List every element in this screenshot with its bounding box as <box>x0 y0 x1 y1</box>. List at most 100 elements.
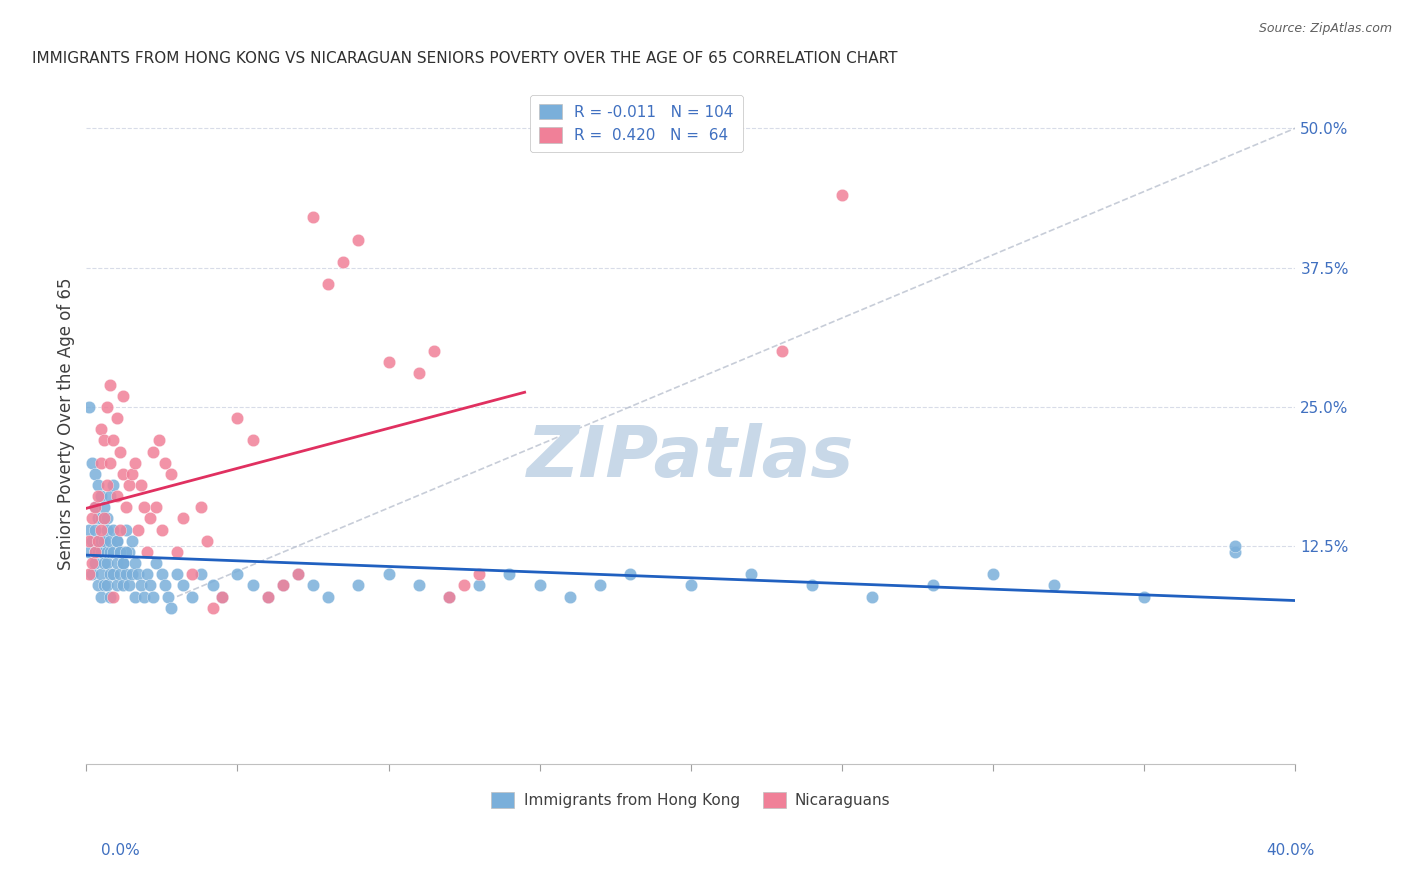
Point <box>181 567 204 582</box>
Point <box>103 545 125 559</box>
Text: 0.0%: 0.0% <box>101 843 141 858</box>
Point <box>831 188 853 202</box>
Point <box>619 567 641 582</box>
Point <box>96 478 118 492</box>
Point <box>93 500 115 515</box>
Point <box>93 511 115 525</box>
Point <box>87 511 110 525</box>
Point <box>1223 545 1246 559</box>
Point <box>114 545 136 559</box>
Point <box>453 578 475 592</box>
Point <box>90 545 112 559</box>
Point <box>800 578 823 592</box>
Point <box>84 545 107 559</box>
Point <box>860 590 883 604</box>
Point <box>121 533 143 548</box>
Point <box>211 590 233 604</box>
Point <box>96 523 118 537</box>
Point <box>132 590 155 604</box>
Point <box>103 567 125 582</box>
Point <box>150 523 173 537</box>
Point <box>124 456 146 470</box>
Point <box>93 511 115 525</box>
Point <box>127 523 149 537</box>
Point <box>82 533 104 548</box>
Point <box>79 523 101 537</box>
Point <box>82 456 104 470</box>
Point <box>332 255 354 269</box>
Point <box>108 545 131 559</box>
Point <box>117 478 139 492</box>
Point <box>172 578 194 592</box>
Point <box>142 444 165 458</box>
Point <box>129 478 152 492</box>
Point <box>316 590 339 604</box>
Point <box>100 590 122 604</box>
Point <box>103 590 125 604</box>
Point <box>84 500 107 515</box>
Point <box>108 567 131 582</box>
Point <box>90 533 112 548</box>
Point <box>145 556 167 570</box>
Point <box>302 211 325 225</box>
Point <box>100 377 122 392</box>
Point <box>921 578 943 592</box>
Point <box>377 355 399 369</box>
Point <box>100 533 122 548</box>
Point <box>468 578 491 592</box>
Point <box>105 578 128 592</box>
Point <box>82 511 104 525</box>
Point <box>87 533 110 548</box>
Point <box>124 590 146 604</box>
Point <box>93 578 115 592</box>
Point <box>87 578 110 592</box>
Point <box>103 523 125 537</box>
Text: 40.0%: 40.0% <box>1267 843 1315 858</box>
Point <box>93 533 115 548</box>
Point <box>287 567 309 582</box>
Point <box>105 489 128 503</box>
Point <box>679 578 702 592</box>
Point <box>84 556 107 570</box>
Text: ZIPatlas: ZIPatlas <box>527 423 855 492</box>
Point <box>100 456 122 470</box>
Point <box>87 489 110 503</box>
Point <box>150 567 173 582</box>
Point <box>139 578 162 592</box>
Point <box>79 533 101 548</box>
Point <box>156 590 179 604</box>
Point <box>79 545 101 559</box>
Point <box>84 545 107 559</box>
Point <box>114 567 136 582</box>
Point <box>100 545 122 559</box>
Point <box>105 411 128 425</box>
Point <box>153 578 176 592</box>
Point <box>129 578 152 592</box>
Point <box>287 567 309 582</box>
Point <box>90 590 112 604</box>
Point <box>302 578 325 592</box>
Point <box>82 556 104 570</box>
Point <box>226 411 249 425</box>
Point <box>145 500 167 515</box>
Point <box>87 545 110 559</box>
Point <box>202 600 225 615</box>
Point <box>114 500 136 515</box>
Point <box>347 233 370 247</box>
Point <box>111 556 134 570</box>
Point <box>271 578 294 592</box>
Point <box>90 489 112 503</box>
Point <box>100 489 122 503</box>
Point <box>160 467 183 481</box>
Point <box>111 556 134 570</box>
Point <box>139 511 162 525</box>
Point <box>82 567 104 582</box>
Point <box>84 500 107 515</box>
Point <box>90 567 112 582</box>
Point <box>160 600 183 615</box>
Point <box>242 434 264 448</box>
Point <box>111 578 134 592</box>
Point <box>770 344 793 359</box>
Point <box>256 590 278 604</box>
Point <box>114 523 136 537</box>
